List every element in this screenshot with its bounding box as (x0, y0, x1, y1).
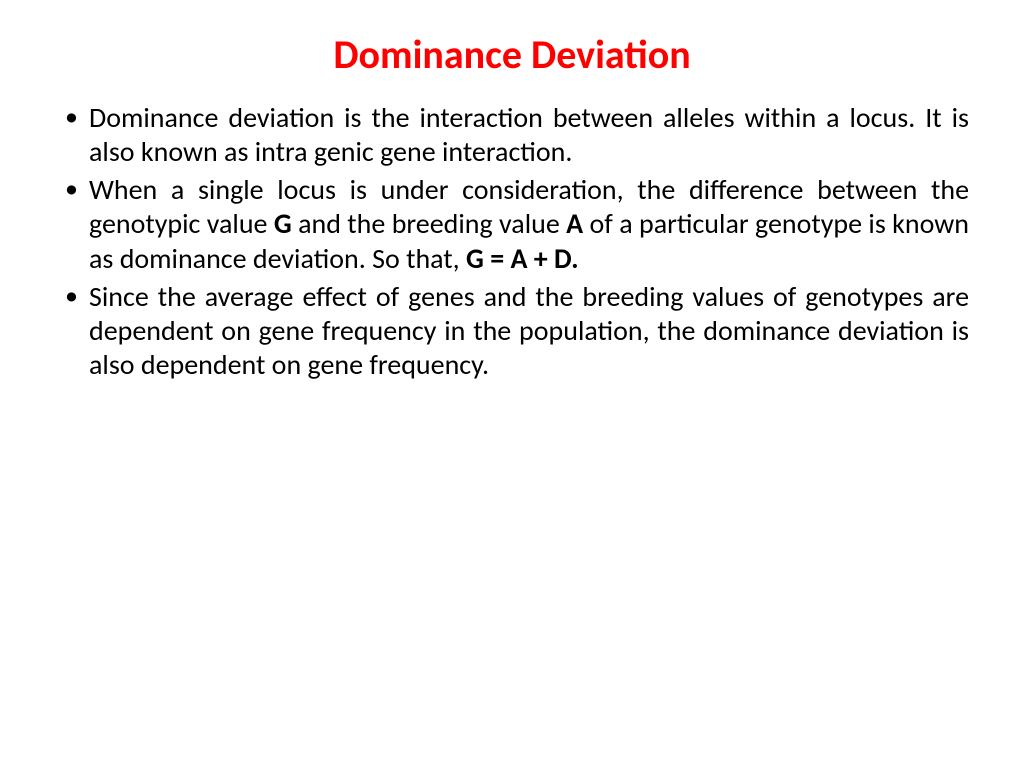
text-segment: Dominance deviation is the interaction b… (89, 100, 969, 169)
list-item: When a single locus is under considerati… (55, 173, 969, 275)
text-segment: G (274, 206, 292, 241)
list-item: Since the average effect of genes and th… (55, 280, 969, 382)
text-segment: Since the average effect of genes and th… (89, 279, 969, 382)
text-segment: A (566, 206, 583, 241)
text-segment: G = A + D. (466, 241, 579, 276)
bullet-list: Dominance deviation is the interaction b… (55, 101, 969, 382)
text-segment: and the breeding value (292, 206, 566, 241)
list-item: Dominance deviation is the interaction b… (55, 101, 969, 169)
slide-title: Dominance Deviation (55, 30, 969, 79)
